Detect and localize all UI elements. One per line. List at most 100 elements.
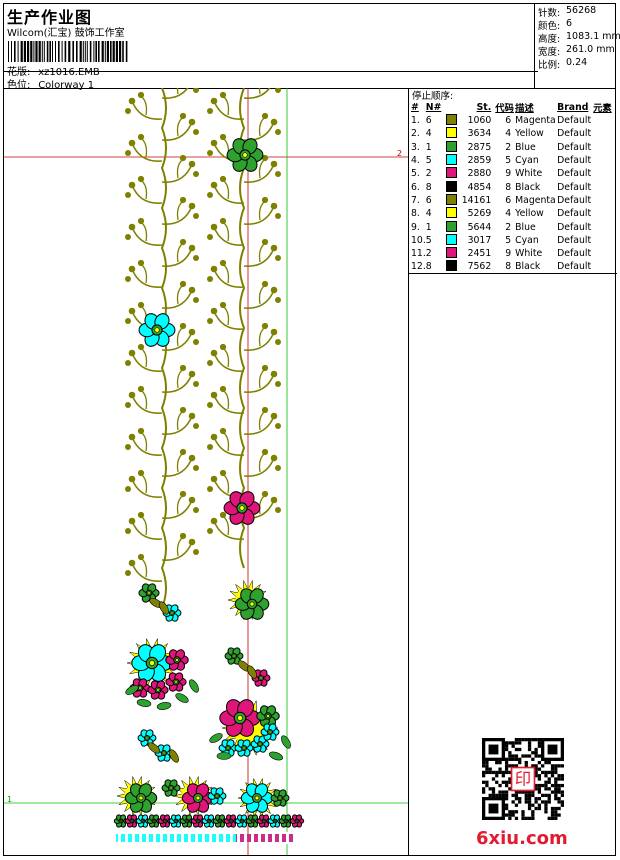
color-swatch — [445, 114, 457, 126]
cell-code: 6 — [505, 194, 512, 206]
qr-code-icon: 印 — [482, 738, 564, 820]
cell-index: 8. — [411, 208, 420, 220]
cell-index: 7. — [411, 194, 420, 206]
cell-needle: 1 — [425, 141, 432, 153]
cell-needle: 8 — [425, 261, 432, 273]
leaf — [216, 752, 232, 760]
flower-green — [234, 588, 270, 620]
cell-stitches: 2859 — [467, 155, 492, 167]
cell-code: 9 — [505, 248, 512, 260]
cell-swatch — [445, 193, 462, 207]
color-swatch — [445, 127, 457, 139]
cell-element — [593, 167, 617, 180]
cell-brand: Default — [557, 194, 592, 206]
col-header-needle: N# — [425, 101, 442, 113]
col-header-stitches: St. — [476, 101, 492, 113]
border-band-cyan — [116, 834, 296, 842]
leaf — [247, 665, 257, 679]
vine-column — [207, 88, 281, 569]
table-header-row: # N# St. 代码 描述 Brand 元素 — [411, 100, 617, 115]
border-flower — [201, 814, 217, 828]
border-flower — [113, 814, 129, 828]
flower-small-magenta — [165, 649, 189, 671]
flower-small-cyan — [234, 739, 254, 757]
leaf — [269, 751, 283, 761]
cell-swatch — [445, 127, 462, 140]
border-flower — [256, 814, 272, 828]
cell-index: 11. — [411, 248, 426, 260]
cell-index: 4. — [411, 155, 420, 167]
col-header-swatch — [446, 100, 462, 114]
table-row: 5. 2 2880 9 White Default — [411, 167, 617, 180]
cell-index: 10. — [411, 234, 426, 246]
stat-colors: 颜色: 6 — [538, 18, 573, 32]
embroidery-design-preview: 2 1 — [4, 88, 408, 855]
guide-marker-bottom: 1 — [7, 795, 12, 804]
cell-swatch — [445, 167, 462, 180]
leaf — [169, 749, 179, 763]
cell-needle: 6 — [425, 115, 432, 127]
border-flower — [168, 814, 184, 828]
stop-sequence-box: 停止顺序: # N# St. 代码 描述 Brand 元素 1. 6 1060 6 Ma… — [409, 88, 617, 274]
col-header-element: 元素 — [593, 103, 612, 114]
cell-swatch — [445, 247, 462, 260]
cell-code: 4 — [505, 208, 512, 220]
cell-code: 8 — [505, 181, 512, 193]
cell-element — [593, 220, 617, 233]
table-row: 12. 8 7562 8 Black Default — [411, 260, 617, 273]
table-row: 9. 1 5644 2 Blue Default — [411, 220, 617, 233]
border-flower — [267, 814, 283, 828]
cell-brand: Default — [557, 181, 592, 193]
leaf — [175, 693, 189, 703]
cell-needle: 1 — [425, 221, 432, 233]
flower-cyan — [131, 644, 173, 682]
color-swatch — [445, 167, 457, 179]
cell-needle: 4 — [425, 128, 432, 140]
cell-element — [593, 260, 617, 273]
flower-small-green — [224, 647, 244, 665]
cell-needle: 4 — [425, 208, 432, 220]
stop-sequence-table: # N# St. 代码 描述 Brand 元素 1. 6 1060 6 Magenta D… — [411, 100, 617, 274]
color-swatch — [445, 140, 457, 152]
guide-marker-top: 2 — [397, 149, 402, 158]
cell-code: 2 — [505, 221, 512, 233]
table-row: 2. 4 3634 4 Yellow Default — [411, 127, 617, 140]
cell-code: 9 — [505, 168, 512, 180]
stat-width: 宽度: 261.0 mm — [538, 44, 615, 58]
cell-code: 8 — [505, 261, 512, 273]
color-swatch — [445, 154, 457, 166]
leaf — [159, 601, 169, 615]
cell-stitches: 2451 — [467, 248, 492, 260]
cell-element — [593, 141, 617, 154]
border-flower — [190, 814, 206, 828]
cell-needle: 5 — [425, 155, 432, 167]
color-swatch — [445, 233, 457, 245]
cell-description: Magenta — [515, 115, 556, 127]
flower-small-cyan — [260, 723, 280, 741]
flower-cyan — [240, 783, 274, 813]
bottom-border-motif — [116, 832, 296, 844]
border-flower — [278, 814, 294, 828]
cell-description: Black — [515, 181, 541, 193]
cell-needle: 8 — [425, 181, 432, 193]
cell-stitches: 5269 — [467, 208, 492, 220]
cell-description: Blue — [515, 221, 536, 233]
flower-cyan — [138, 313, 176, 347]
cell-needle: 2 — [425, 168, 432, 180]
vine-motifs — [125, 88, 281, 609]
stat-height: 高度: 1083.1 mm — [538, 31, 620, 45]
cell-index: 5. — [411, 168, 420, 180]
colorway-line: 色位: Colorway 1 — [7, 76, 94, 91]
color-swatch — [445, 193, 457, 205]
page-frame — [3, 3, 616, 856]
cell-swatch — [445, 140, 462, 154]
table-row: 6. 8 4854 8 Black Default — [411, 180, 617, 193]
flower-motifs — [113, 138, 305, 828]
file-name-value: xz1016.EMB — [38, 67, 100, 78]
cell-description: White — [515, 168, 543, 180]
color-swatch — [445, 247, 457, 259]
page-subtitle: Wilcom(汇宝) 鼓饰工作室 — [7, 28, 125, 39]
leaf — [189, 679, 199, 693]
cell-index: 1. — [411, 115, 420, 127]
table-row: 4. 5 2859 5 Cyan Default — [411, 154, 617, 167]
